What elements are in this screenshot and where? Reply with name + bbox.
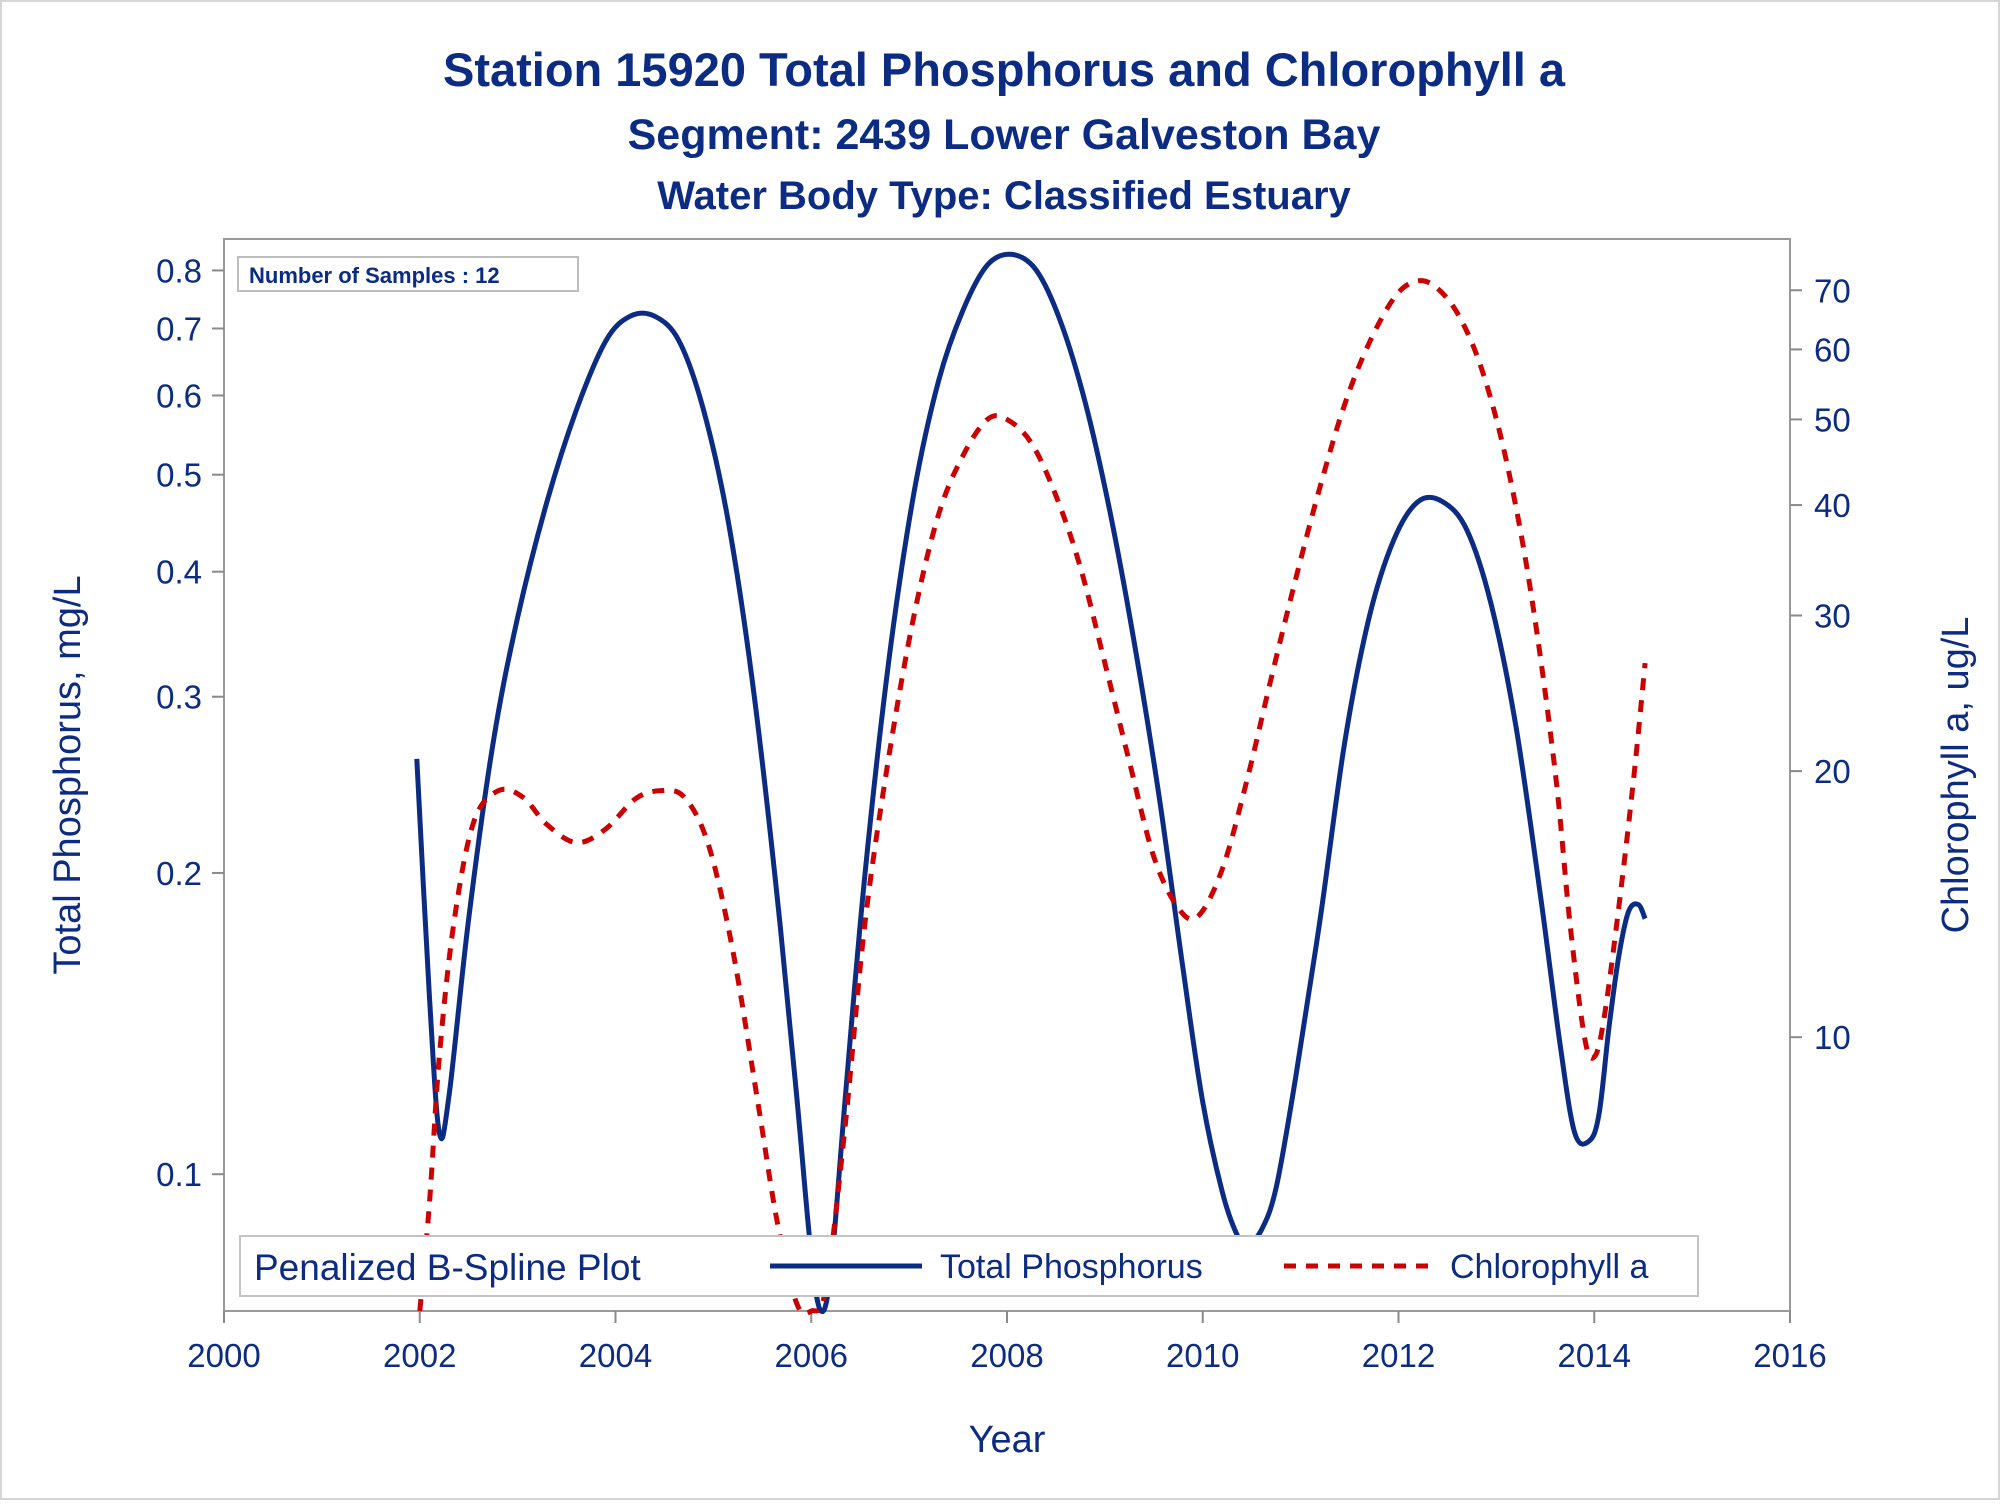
y2-tick-label: 60 [1814,331,1851,368]
x-tick-label: 2004 [579,1337,652,1374]
series-lines [414,251,1648,1317]
legend-entry-chlorophyll-a: Chlorophyll a [1450,1248,1649,1286]
y-tick-label: 0.8 [156,252,202,289]
y-tick-label: 0.6 [156,377,202,414]
y2-tick-label: 30 [1814,597,1851,634]
x-tick-label: 2014 [1558,1337,1631,1374]
x-tick-label: 2006 [775,1337,848,1374]
y2-axis-label: Chlorophyll a, ug/L [1935,617,1977,934]
chart-title: Station 15920 Total Phosphorus and Chlor… [443,43,1566,96]
y-tick-label: 0.5 [156,457,202,494]
chart-subtitle-2: Water Body Type: Classified Estuary [657,174,1351,218]
x-tick-label: 2000 [187,1337,260,1374]
series-line-chlorophyll-a [417,278,1648,1317]
y-tick-label: 0.1 [156,1156,202,1193]
x-tick-label: 2002 [383,1337,456,1374]
chart-subtitle: Segment: 2439 Lower Galveston Bay [628,111,1381,159]
legend: Penalized B-Spline Plot Total Phosphorus… [239,1235,1699,1297]
plot-area [223,238,1791,1312]
y-tick-label: 0.7 [156,310,202,347]
sample-count-box [237,256,579,292]
y-tick-label: 0.3 [156,679,202,716]
y-axis-right: 10 20 30 40 50 60 70 [1790,272,1851,1056]
legend-entry-total-phosphorus: Total Phosphorus [940,1248,1203,1286]
y-tick-label: 0.4 [156,554,202,591]
x-axis: 2000 2002 2004 2006 2008 2010 2012 2014 2016 [187,1311,1827,1374]
y-axis-left: 0.1 0.2 0.3 0.4 0.5 0.6 0.7 0.8 [156,252,224,1193]
x-tick-label: 2012 [1362,1337,1435,1374]
series-line-total-phosphorus [414,251,1648,1315]
x-axis-label: Year [969,1419,1046,1461]
sample-count-label: Number of Samples : 12 [249,263,500,288]
y-tick-label: 0.2 [156,855,202,892]
y2-tick-label: 50 [1814,401,1851,438]
x-tick-label: 2008 [970,1337,1043,1374]
x-tick-label: 2010 [1166,1337,1239,1374]
y2-tick-label: 10 [1814,1019,1851,1056]
y2-tick-label: 40 [1814,487,1851,524]
x-tick-label: 2016 [1753,1337,1826,1374]
y-axis-label: Total Phosphorus, mg/L [47,575,89,974]
y2-tick-label: 20 [1814,753,1851,790]
legend-title: Penalized B-Spline Plot [254,1247,641,1288]
y2-tick-label: 70 [1814,272,1851,309]
legend-box [239,1235,1699,1297]
